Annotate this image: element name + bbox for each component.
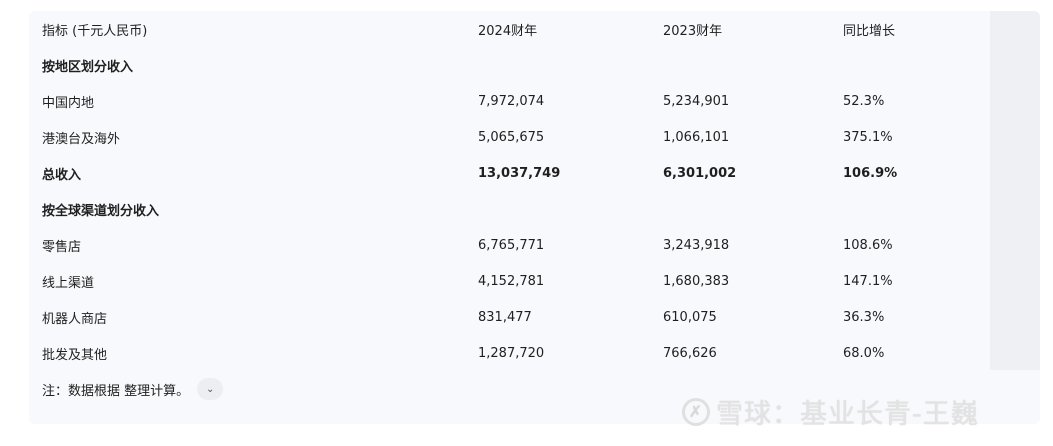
table-row: 总收入 13,037,749 6,301,002 106.9%	[42, 155, 982, 191]
cell: 13,037,749	[478, 165, 561, 181]
cell: 2023财年	[663, 23, 723, 39]
table-row: 线上渠道 4,152,781 1,680,383 147.1%	[42, 263, 982, 299]
cell: 6,301,002	[663, 165, 737, 181]
table-row: 按全球渠道划分收入	[42, 191, 982, 227]
table-row: 中国内地 7,972,074 5,234,901 52.3%	[42, 83, 982, 119]
table-row: 批发及其他 1,287,720 766,626 68.0%	[42, 335, 982, 371]
cell: 6,765,771	[478, 237, 545, 253]
cell: 7,972,074	[478, 93, 545, 109]
cell: 同比增长	[843, 23, 896, 39]
chevron-down-icon[interactable]: ⌄	[197, 378, 224, 400]
cell: 52.3%	[843, 93, 885, 109]
cell: 2024财年	[478, 23, 538, 39]
cell: 线上渠道	[42, 275, 95, 291]
table-row: 机器人商店 831,477 610,075 36.3%	[42, 299, 982, 335]
table-header: 指标 (千元人民币) 2024财年 2023财年 同比增长	[42, 11, 982, 47]
cell: 按地区划分收入	[42, 59, 134, 75]
cell: 零售店	[42, 239, 82, 255]
note: 注：数据根据 整理计算。 ⌄	[42, 378, 224, 400]
cell: 机器人商店	[42, 311, 108, 327]
cell: 68.0%	[843, 345, 885, 361]
cell: 5,065,675	[478, 129, 545, 145]
note-text: 注：数据根据 整理计算。	[42, 383, 190, 399]
cell: 375.1%	[843, 129, 893, 145]
cell: 610,075	[663, 309, 717, 325]
cell: 按全球渠道划分收入	[42, 203, 160, 219]
cell: 指标 (千元人民币)	[42, 23, 148, 39]
cell: 106.9%	[843, 165, 898, 181]
cell: 1,680,383	[663, 273, 730, 289]
cell: 4,152,781	[478, 273, 545, 289]
watermark: ✗ 雪球：基业长青-王巍	[682, 392, 979, 431]
cell: 5,234,901	[663, 93, 730, 109]
cell: 108.6%	[843, 237, 893, 253]
table-row: 按地区划分收入	[42, 47, 982, 83]
cell: 中国内地	[42, 95, 95, 111]
table-row: 港澳台及海外 5,065,675 1,066,101 375.1%	[42, 119, 982, 155]
cell: 3,243,918	[663, 237, 730, 253]
cell: 766,626	[663, 345, 717, 361]
table-row: 零售店 6,765,771 3,243,918 108.6%	[42, 227, 982, 263]
table-card	[29, 11, 1040, 424]
watermark-text: 雪球：基业长青-王巍	[716, 399, 979, 430]
cell: 831,477	[478, 309, 532, 325]
cell: 批发及其他	[42, 347, 108, 363]
cell: 1,066,101	[663, 129, 730, 145]
cell: 36.3%	[843, 309, 885, 325]
cell: 港澳台及海外	[42, 131, 121, 147]
cell: 147.1%	[843, 273, 893, 289]
cell: 1,287,720	[478, 345, 545, 361]
cell: 总收入	[42, 167, 82, 183]
snowball-logo-icon: ✗	[682, 397, 710, 426]
scroll-strip[interactable]	[990, 11, 1040, 370]
